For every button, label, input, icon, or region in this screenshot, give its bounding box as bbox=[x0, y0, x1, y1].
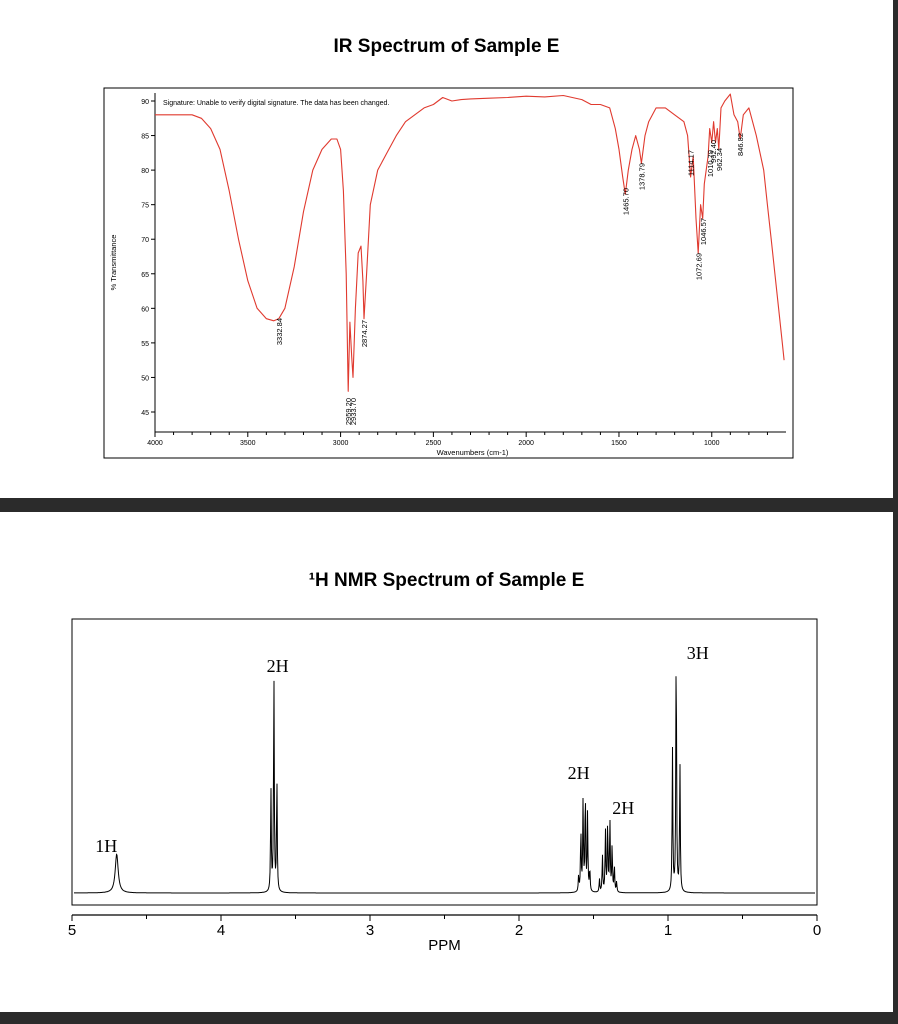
bottom-border bbox=[0, 1012, 898, 1024]
nmr-integration-label: 2H bbox=[267, 656, 289, 676]
ir-panel: IR Spectrum of Sample E 45 50 55 60 65 70 75 80… bbox=[0, 0, 898, 498]
nmr-integration-label: 2H bbox=[568, 763, 590, 783]
nmr-integration-label: 2H bbox=[612, 798, 634, 818]
nmr-chart: 5 4 3 2 1 0 PPM 1H 2H 2H 2H 3H bbox=[68, 618, 821, 954]
ir-y-tick-label: 75 bbox=[141, 203, 149, 210]
nmr-x-tick-label: 2 bbox=[515, 922, 523, 939]
nmr-title: ¹H NMR Spectrum of Sample E bbox=[308, 570, 585, 591]
ir-y-tick-label: 70 bbox=[141, 237, 149, 244]
ir-peak-label: 1114.17 bbox=[687, 150, 696, 176]
ir-peak-label: 1010.79 bbox=[706, 150, 715, 177]
ir-peak-label: 1046.57 bbox=[699, 218, 708, 245]
ir-title: IR Spectrum of Sample E bbox=[333, 36, 560, 57]
ir-peak-label: 1072.69 bbox=[694, 253, 703, 280]
ir-peak-label: 846.82 bbox=[736, 133, 745, 156]
ir-peak-label: 1378.79 bbox=[638, 163, 647, 190]
ir-peak-label: 992.40 bbox=[709, 140, 718, 163]
ir-x-tick-label: 1500 bbox=[611, 440, 627, 447]
ir-y-tick-label: 45 bbox=[141, 410, 149, 417]
nmr-integration-label: 3H bbox=[687, 643, 709, 663]
ir-x-tick-label: 3500 bbox=[240, 440, 256, 447]
section-divider bbox=[0, 498, 898, 512]
ir-x-tick-label: 2000 bbox=[518, 440, 534, 447]
ir-x-tick-label: 4000 bbox=[147, 440, 163, 447]
ir-spectrum-line bbox=[155, 93, 785, 392]
ir-peak-label: 2933.70 bbox=[349, 398, 358, 425]
nmr-x-axis-label: PPM bbox=[428, 937, 461, 954]
ir-y-tick-label: 60 bbox=[141, 306, 149, 313]
ir-y-axis-label: % Transmittance bbox=[109, 235, 118, 291]
nmr-integration-label: 1H bbox=[95, 836, 117, 856]
nmr-x-tick-label: 3 bbox=[366, 922, 374, 939]
ir-frame bbox=[103, 87, 794, 459]
ir-peak-label: 962.34 bbox=[715, 148, 724, 171]
right-border bbox=[893, 0, 898, 1024]
ir-signature-note: Signature: Unable to verify digital sign… bbox=[163, 100, 389, 107]
ir-y-tick-label: 55 bbox=[141, 341, 149, 348]
ir-peak-label: 2959.20 bbox=[344, 398, 353, 425]
nmr-x-tick-label: 0 bbox=[813, 922, 821, 939]
nmr-x-tick-label: 1 bbox=[664, 922, 672, 939]
ir-y-tick-label: 50 bbox=[141, 375, 149, 382]
ir-y-tick-label: 65 bbox=[141, 272, 149, 279]
ir-x-tick-label: 3000 bbox=[333, 440, 349, 447]
ir-x-axis-label: Wavenumbers (cm-1) bbox=[437, 448, 509, 457]
ir-x-tick-label: 2500 bbox=[426, 440, 442, 447]
ir-y-tick-label: 85 bbox=[141, 134, 149, 141]
ir-peak-label: 1465.70 bbox=[621, 188, 630, 215]
nmr-panel: ¹H NMR Spectrum of Sample E 5 4 3 2 1 0 PPM 1H 2… bbox=[0, 512, 898, 1012]
nmr-frame bbox=[71, 618, 818, 906]
ir-peak-label: 2874.27 bbox=[360, 320, 369, 347]
ir-y-tick-label: 80 bbox=[141, 168, 149, 175]
ir-x-tick-label: 1000 bbox=[704, 440, 720, 447]
nmr-x-tick-label: 4 bbox=[217, 922, 225, 939]
ir-chart: 45 50 55 60 65 70 75 80 85 90 4000 3500 3000 2500 2000… bbox=[103, 87, 794, 459]
nmr-x-tick-label: 5 bbox=[68, 922, 76, 939]
ir-peak-label: 3332.84 bbox=[275, 318, 284, 345]
ir-y-tick-label: 90 bbox=[141, 99, 149, 106]
nmr-spectrum-line bbox=[74, 676, 815, 894]
